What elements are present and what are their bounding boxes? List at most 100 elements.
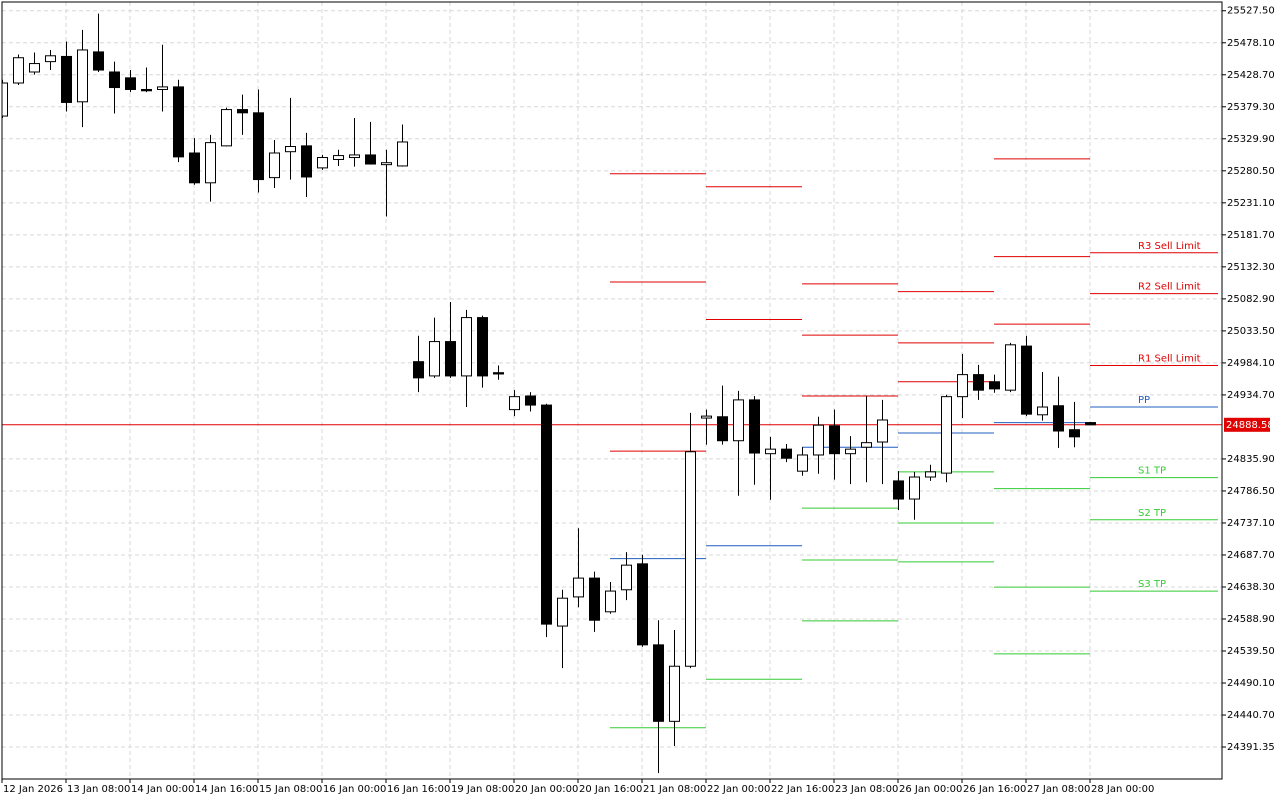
y-tick-label: 24687.70 [1227,550,1275,561]
candle-body [861,442,872,448]
candle-body [285,146,296,153]
x-tick-label: 13 Jan 08:00 [67,784,130,795]
candle-body [525,395,536,406]
support-label: S3 TP [1138,579,1166,590]
candle-body [493,372,504,375]
y-tick-label: 25379.30 [1227,102,1275,113]
candle-body [621,564,632,591]
candle-body [957,374,968,398]
x-tick-label: 26 Jan 16:00 [963,784,1026,795]
axes: 25527.50 25478.10 25428.70 25379.30 25329.90… [1,6,1275,795]
candle-body [157,86,168,90]
x-tick-label: 16 Jan 00:00 [323,784,386,795]
candle-body [909,476,920,500]
candle-body [989,381,1000,390]
y-tick-label: 24835.90 [1227,454,1275,465]
candle-body [765,448,776,455]
x-tick-label: 26 Jan 00:00 [899,784,962,795]
current-price-tag [1224,417,1270,432]
candle-body [125,77,136,90]
x-tick-label: 14 Jan 00:00 [131,784,194,795]
y-tick-label: 25181.70 [1227,230,1275,241]
candle-body [189,152,200,184]
candle-body [29,63,40,73]
candle-body [781,448,792,459]
candle-body [797,454,808,472]
candle-body [269,152,280,179]
x-tick-label: 19 Jan 08:00 [451,784,514,795]
y-tick-label: 24440.70 [1227,710,1275,721]
candle-body [717,416,728,442]
y-tick-label: 24984.10 [1227,358,1275,369]
candle-body [1085,422,1096,426]
candle-body [61,55,72,103]
candle-body [109,71,120,89]
support-label: S2 TP [1138,508,1166,519]
candle-body [301,145,312,178]
y-tick-label: 24737.10 [1227,518,1275,529]
candle-body [77,49,88,103]
candle-body [429,341,440,377]
candle-body [813,424,824,456]
candle-body [381,162,392,166]
y-tick-label: 25132.30 [1227,262,1275,273]
y-tick-label: 25428.70 [1227,70,1275,81]
y-tick-label: 24786.50 [1227,486,1275,497]
candle-body [397,141,408,167]
candle-body [445,341,456,377]
candle-body [685,451,696,667]
current-price-label: 24888.58 [1226,420,1274,431]
y-tick-label: 24391.35 [1227,742,1275,753]
y-tick-label: 24539.50 [1227,646,1275,657]
pivot-label: PP [1138,395,1150,406]
candle-body [45,55,56,63]
candle-body [1037,406,1048,416]
x-tick-label: 20 Jan 16:00 [579,784,642,795]
candle-body [317,157,328,169]
candle-body [173,86,184,158]
candle-body [93,51,104,71]
candle-body [141,88,152,92]
candle-body [605,590,616,613]
candle-body [1005,344,1016,391]
candle-body [669,665,680,722]
candle-body [413,361,424,379]
candle-body [589,577,600,621]
candle-body [701,415,712,419]
candle-body [845,448,856,455]
candle-body [1069,429,1080,438]
candle-body [509,396,520,411]
candle-body [557,597,568,627]
candle-body [221,109,232,147]
x-tick-label: 22 Jan 00:00 [707,784,770,795]
y-tick-label: 25231.10 [1227,198,1275,209]
x-tick-label: 21 Jan 08:00 [643,784,706,795]
y-tick-label: 25478.10 [1227,38,1275,49]
candle-body [829,425,840,455]
candle-body [237,109,248,114]
y-tick-label: 24638.30 [1227,582,1275,593]
x-tick-label: 20 Jan 00:00 [515,784,578,795]
candle-body [573,577,584,598]
x-tick-label: 22 Jan 16:00 [771,784,834,795]
x-tick-label: 28 Jan 00:00 [1091,784,1154,795]
candle-body [941,396,952,474]
candle-body [653,644,664,722]
plot-area: R3 Sell Limit R2 Sell Limit R1 Sell Limit P… [2,13,1222,774]
y-tick-label: 25280.50 [1227,166,1275,177]
plot-frame [1,1,1223,780]
resistance-label: R3 Sell Limit [1138,241,1201,252]
candle-body [205,142,216,184]
candle-body [541,404,552,625]
x-tick-label: 12 Jan 2026 [3,784,63,795]
resistance-label: R2 Sell Limit [1138,282,1201,293]
y-tick-label: 24588.90 [1227,614,1275,625]
x-tick-label: 16 Jan 16:00 [387,784,450,795]
candle-body [973,374,984,391]
y-tick-label: 25082.90 [1227,294,1275,305]
candle-body [637,563,648,646]
candle-body [253,112,264,181]
